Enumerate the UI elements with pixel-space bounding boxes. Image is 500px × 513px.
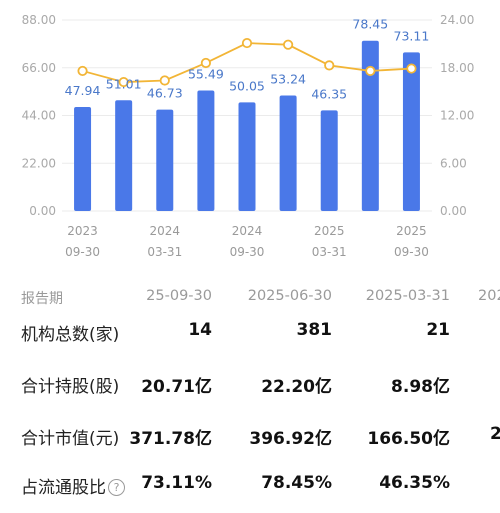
x-tick-label: 2023	[67, 224, 98, 238]
x-axis: 2023 09-30 2024 03-31 2024 09-30 2025 03-31 2025…	[65, 224, 429, 259]
cell: 2	[490, 424, 500, 444]
table-row: 机构总数(家) 14 381 21	[0, 320, 500, 360]
line-point	[77, 65, 88, 77]
bar	[197, 90, 215, 211]
line-point	[118, 76, 129, 88]
line-series	[77, 37, 417, 88]
y-right-tick-label: 0.00	[440, 204, 467, 218]
x-tick-label: 09-30	[230, 245, 265, 259]
line-point	[241, 37, 253, 49]
bar	[115, 100, 133, 211]
y-right-tick-label: 12.00	[440, 109, 474, 123]
table-header: 报告期 25-09-30 2025-06-30 2025-03-31 202	[0, 280, 500, 314]
data-labels: 47.94 51.01 46.73 55.49 50.05 53.24 46.35 78.45…	[65, 17, 430, 102]
cell: 166.50亿	[367, 429, 450, 449]
y-axis-right: 0.00 6.00 12.00 18.00 24.00	[440, 13, 474, 218]
table-row: 合计持股(股) 20.71亿 22.20亿 8.98亿	[0, 372, 500, 412]
bar	[361, 40, 379, 211]
row-label: 机构总数(家)	[21, 320, 122, 345]
x-tick-label: 03-31	[312, 245, 347, 259]
combo-chart: 0.00 22.00 44.00 66.00 88.00 0.00 6.00 12.00 18…	[22, 13, 475, 259]
cell: 20.71亿	[141, 377, 212, 397]
y-left-tick-label: 22.00	[22, 156, 56, 170]
question-circle-icon[interactable]: ?	[108, 479, 125, 496]
header-col-3[interactable]: 2025-03-31	[365, 288, 450, 304]
table-row: 合计市值(元) 371.78亿 396.92亿 166.50亿 2	[0, 424, 500, 464]
cell: 8.98亿	[391, 377, 450, 397]
bar	[279, 95, 297, 211]
bar-data-label: 73.11	[394, 28, 430, 43]
y-left-tick-label: 0.00	[29, 204, 56, 218]
y-right-tick-label: 6.00	[440, 156, 467, 170]
line-point	[283, 39, 294, 50]
x-tick-label: 2025	[396, 224, 427, 238]
header-col-4[interactable]: 202	[478, 288, 500, 304]
line-point	[159, 75, 170, 86]
bar	[402, 52, 420, 211]
bar-data-label: 78.45	[352, 17, 388, 32]
cell: 22.20亿	[261, 377, 332, 397]
bar	[156, 109, 174, 211]
row-label: 合计市值(元)	[21, 424, 122, 449]
y-left-tick-label: 66.00	[22, 61, 56, 75]
bar-data-label: 50.05	[229, 78, 265, 93]
bar-series	[74, 40, 420, 211]
cell: 371.78亿	[129, 429, 212, 449]
cell: 73.11%	[141, 473, 212, 493]
y-axis-left: 0.00 22.00 44.00 66.00 88.00	[22, 13, 56, 218]
bar-data-label: 46.73	[147, 86, 183, 101]
x-tick-label: 09-30	[65, 245, 100, 259]
x-tick-label: 2024	[232, 224, 263, 238]
bar	[74, 106, 92, 211]
y-left-tick-label: 88.00	[22, 13, 56, 27]
y-right-tick-label: 24.00	[440, 13, 474, 27]
row-label: 占流通股比?	[21, 473, 127, 498]
line-point	[324, 60, 335, 71]
x-tick-label: 2024	[150, 224, 181, 238]
bar-data-label: 51.01	[106, 76, 142, 91]
cell: 46.35%	[379, 473, 450, 493]
bar	[238, 102, 256, 211]
y-right-tick-label: 18.00	[440, 61, 474, 75]
x-tick-label: 03-31	[147, 245, 182, 259]
cell: 381	[296, 320, 333, 340]
line-point	[200, 57, 211, 69]
y-left-tick-label: 44.00	[22, 109, 56, 123]
table-row: 占流通股比? 73.11% 78.45% 46.35%	[0, 473, 500, 513]
header-col-1[interactable]: 25-09-30	[146, 288, 212, 304]
bar-data-label: 55.49	[188, 67, 224, 82]
bar-data-label: 46.35	[311, 86, 347, 101]
header-label: 报告期	[21, 291, 63, 307]
x-tick-label: 09-30	[394, 245, 429, 259]
bar	[320, 110, 338, 211]
line-point	[406, 63, 417, 74]
bar-data-label: 47.94	[65, 83, 101, 98]
line-point	[365, 65, 376, 77]
header-col-2[interactable]: 2025-06-30	[247, 288, 332, 304]
x-tick-label: 2025	[314, 224, 345, 238]
row-label-text: 占流通股比	[21, 478, 106, 498]
cell: 396.92亿	[249, 429, 332, 449]
row-label: 合计持股(股)	[21, 372, 122, 397]
cell: 14	[188, 320, 212, 340]
cell: 78.45%	[261, 473, 332, 493]
cell: 21	[426, 320, 450, 340]
bar-data-label: 53.24	[270, 71, 306, 86]
